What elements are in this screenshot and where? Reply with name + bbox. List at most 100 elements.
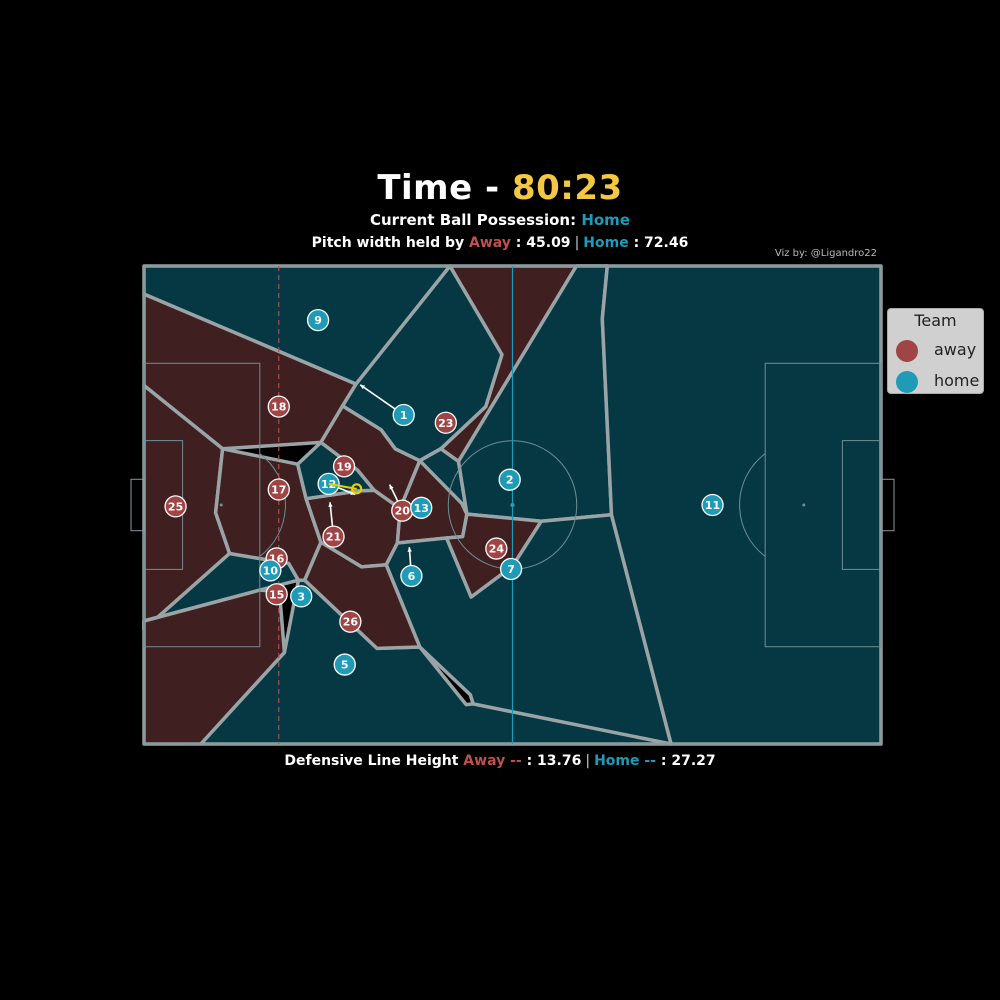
player-away-25: 25 [164, 495, 187, 518]
player-away-15: 15 [265, 583, 288, 606]
player-marker [259, 559, 282, 582]
player-number: 24 [489, 543, 505, 556]
player-away-18: 18 [267, 395, 290, 418]
legend-title: Team [914, 311, 957, 330]
width-label: Pitch width held by [311, 235, 469, 251]
chart-title: Time - 80:23 [0, 168, 1000, 208]
player-home-13: 13 [410, 496, 433, 519]
player-number: 7 [507, 563, 515, 576]
right-goal [880, 478, 895, 532]
player-marker [400, 564, 423, 588]
player-home-6: 6 [400, 564, 423, 588]
left-penalty-arc [259, 453, 286, 557]
player-marker [290, 585, 313, 608]
right-penalty-arc [739, 453, 766, 557]
player-number: 26 [343, 616, 359, 629]
legend-away-marker [896, 340, 918, 362]
player-marker [265, 583, 288, 606]
player-marker [392, 403, 415, 427]
player-number: 13 [414, 502, 429, 515]
width-separator: | [574, 235, 580, 251]
ball-group [328, 482, 363, 495]
player-number: 10 [263, 564, 279, 577]
width-away-label: Away [469, 235, 511, 251]
player-number: 19 [336, 460, 351, 473]
player-home-1: 1 [392, 403, 415, 427]
player-number: 20 [395, 505, 411, 518]
player-home-5: 5 [333, 653, 356, 676]
player-away-23: 23 [434, 411, 457, 434]
player-marker [701, 493, 724, 517]
player-marker [332, 455, 356, 478]
player-marker [339, 610, 362, 633]
player-home-9: 9 [306, 308, 330, 332]
player-home-3: 3 [290, 585, 313, 608]
possession-label: Current Ball Possession: [370, 211, 582, 229]
player-number: 25 [168, 500, 183, 513]
width-away-value: : 45.09 [510, 235, 571, 251]
player-away-21: 21 [322, 525, 345, 548]
player-home-11: 11 [701, 493, 724, 517]
player-number: 18 [271, 401, 286, 414]
legend: Team away home [887, 308, 984, 394]
credit-text: Viz by: @Ligandro22 [774, 248, 877, 259]
voronoi-region-home [384, 513, 673, 746]
player-number: 5 [341, 659, 349, 672]
player-home-10: 10 [259, 559, 282, 582]
possession-team: Home [581, 211, 630, 229]
width-line: Pitch width held by Away : 45.09 | Home : … [0, 235, 1000, 251]
defensive-lines [278, 266, 514, 744]
player-marker [306, 308, 330, 332]
player-away-19: 19 [332, 455, 356, 478]
velocity-arrowhead-21 [328, 502, 333, 507]
player-marker [333, 653, 356, 676]
width-home-value: : 72.46 [628, 235, 689, 251]
player-away-24: 24 [485, 537, 508, 560]
player-number: 15 [269, 588, 284, 601]
def-away-value: : 13.76 [521, 753, 582, 769]
player-marker [164, 495, 187, 518]
right-penalty-spot [802, 503, 806, 507]
player-marker [322, 525, 345, 548]
possession-line: Current Ball Possession: Home [0, 211, 1000, 229]
defensive-line-text: Defensive Line Height Away -- : 13.76 | Ho… [0, 753, 1000, 769]
def-label: Defensive Line Height [284, 753, 464, 769]
player-marker [434, 411, 457, 434]
title-prefix: Time - [377, 168, 512, 208]
player-away-17: 17 [267, 478, 290, 501]
player-number: 23 [438, 417, 453, 430]
def-home-value: : 27.27 [655, 753, 716, 769]
player-home-7: 7 [499, 557, 523, 581]
width-home-label: Home [583, 235, 629, 251]
velocity-arrowhead-20 [389, 484, 394, 490]
legend-home-label: home [934, 371, 980, 390]
player-marker [485, 537, 508, 560]
player-number: 11 [705, 499, 720, 512]
def-separator: | [585, 753, 591, 769]
player-marker [499, 557, 523, 581]
left-goal [130, 478, 145, 532]
player-number: 9 [314, 314, 322, 327]
voronoi-region-away [302, 540, 422, 651]
left-penalty-spot [219, 503, 223, 507]
velocity-arrowhead-6 [407, 547, 412, 552]
player-home-2: 2 [498, 468, 521, 491]
player-away-20: 20 [391, 499, 414, 522]
legend-home-marker [896, 371, 918, 393]
player-number: 17 [271, 484, 286, 497]
player-number: 2 [506, 474, 514, 487]
player-marker [498, 468, 521, 491]
def-home-label: Home -- [594, 753, 656, 769]
def-away-label: Away -- [463, 753, 522, 769]
legend-away-label: away [934, 340, 977, 359]
player-number: 21 [326, 531, 341, 544]
player-marker [267, 478, 290, 501]
player-number: 1 [400, 409, 408, 422]
player-away-26: 26 [339, 610, 362, 633]
player-marker [267, 395, 290, 418]
player-number: 3 [297, 590, 305, 603]
velocity-arrowhead-1 [360, 384, 366, 390]
match-time: 80:23 [511, 168, 623, 208]
